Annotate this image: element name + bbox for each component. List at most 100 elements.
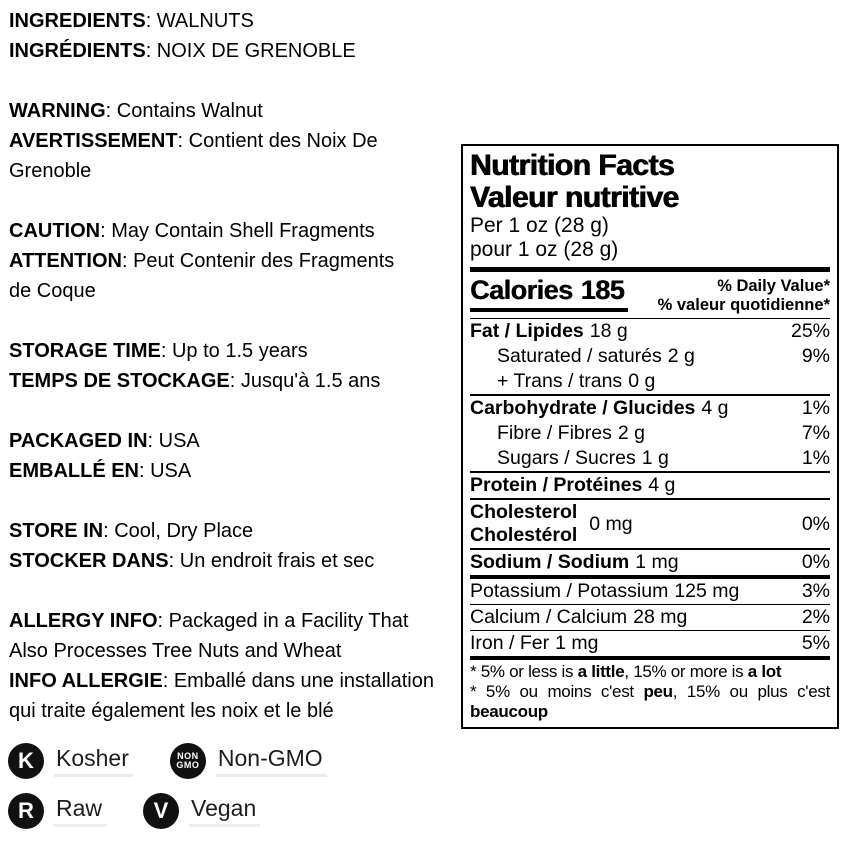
nutrient-dv: 7% xyxy=(801,422,830,444)
info-entry: EMBALLÉ EN: USA xyxy=(9,456,461,486)
info-entry: TEMPS DE STOCKAGE: Jusqu'à 1.5 ans xyxy=(9,366,461,396)
divider-thick xyxy=(470,656,830,660)
nutrient-row-fat: Fat / Lipides 18 g 25% xyxy=(470,319,830,344)
nutrient-name: Fibre / Fibres xyxy=(497,422,612,444)
footnote-fr: * 5% ou moins c'est peu, 15% ou plus c'e… xyxy=(470,682,830,722)
info-label: INGREDIENTS xyxy=(9,10,146,32)
info-label: ATTENTION xyxy=(9,250,122,272)
ingredients-section: INGREDIENTS: WALNUTS INGRÉDIENTS: NOIX D… xyxy=(9,6,461,66)
badge-row-2: R Raw V Vegan xyxy=(8,793,364,829)
vegan-icon-letter: V xyxy=(153,798,169,823)
cholesterol-name-fr: Cholestérol xyxy=(470,524,578,546)
nutrient-amount: 4 g xyxy=(648,474,676,496)
nutrition-title-en: Nutrition Facts xyxy=(470,149,675,182)
nutrient-amount: 0 g xyxy=(628,370,656,392)
nutrient-name: + Trans / trans xyxy=(497,370,623,392)
nutrient-name: Sodium / Sodium xyxy=(470,551,630,573)
divider-thin xyxy=(470,604,830,605)
nutrient-name: Iron / Fer xyxy=(470,632,550,654)
nutrient-dv: 1% xyxy=(801,447,830,469)
nutrient-name: Sugars / Sucres xyxy=(497,447,636,469)
nutrient-row-carbohydrate: Carbohydrate / Glucides 4 g 1% xyxy=(470,396,830,421)
non-gmo-icon-top: NON xyxy=(177,751,199,761)
divider-thick xyxy=(470,575,830,579)
footnote-bold: peu xyxy=(643,682,673,701)
nutrient-row-saturated: Saturated / saturés 2 g 9% xyxy=(470,344,830,369)
info-entry: STORE IN: Cool, Dry Place xyxy=(9,516,461,546)
nutrient-dv: 1% xyxy=(801,397,830,419)
calories-value: Calories 185 xyxy=(470,275,629,312)
daily-value-header: % Daily Value* % valeur quotidienne* xyxy=(658,277,830,315)
nutrient-amount: 2 g xyxy=(667,345,695,367)
product-info-column: INGREDIENTS: WALNUTS INGRÉDIENTS: NOIX D… xyxy=(9,6,461,756)
info-label: ALLERGY INFO xyxy=(9,610,158,632)
calories-number: 185 xyxy=(580,275,625,305)
nutrient-dv: 3% xyxy=(801,580,830,602)
nutrient-name: Potassium / Potassium xyxy=(470,580,669,602)
kosher-icon: K xyxy=(8,743,44,779)
info-value: : Up to 1.5 years xyxy=(160,340,308,362)
nutrient-row-iron: Iron / Fer 1 mg 5% xyxy=(470,631,830,656)
info-value: : Contient des Noix De Grenoble xyxy=(9,130,378,182)
info-entry: STOCKER DANS: Un endroit frais et sec xyxy=(9,546,461,576)
footnote-en: * 5% or less is a little, 15% or more is… xyxy=(470,662,830,682)
vegan-icon: V xyxy=(143,793,180,829)
nutrient-dv: 0% xyxy=(801,512,830,535)
info-label: STORAGE TIME xyxy=(9,340,161,362)
divider-medium xyxy=(470,548,830,550)
footnote-text: * 5% or less is xyxy=(470,662,578,681)
calories-label: Calories xyxy=(470,275,573,305)
footnote-text: * 5% ou moins c'est xyxy=(470,682,644,701)
raw-icon: R xyxy=(8,793,44,829)
nutrient-dv: 5% xyxy=(801,632,830,654)
footnote-text: , 15% or more is xyxy=(624,662,748,681)
nutrient-row-protein: Protein / Protéines 4 g xyxy=(470,473,830,498)
nutrient-name: Fat / Lipides xyxy=(470,320,584,342)
divider-medium xyxy=(470,394,830,396)
badge-raw: R Raw xyxy=(8,793,107,829)
badge-non-gmo: NON GMO Non-GMO xyxy=(169,743,327,779)
nutrient-row-potassium: Potassium / Potassium 125 mg 3% xyxy=(470,579,830,604)
info-value: : Un endroit frais et sec xyxy=(168,550,375,572)
badge-label: Kosher xyxy=(54,745,133,777)
daily-value-header-en: % Daily Value* xyxy=(717,277,830,295)
info-label: PACKAGED IN xyxy=(9,430,148,452)
nutrient-amount: 1 mg xyxy=(555,632,599,654)
info-entry: ALLERGY INFO: Packaged in a Facility Tha… xyxy=(9,606,461,666)
info-value: : Packaged in a Facility That Also Proce… xyxy=(9,610,409,662)
nutrient-amount: 18 g xyxy=(589,320,628,342)
info-value: : Peut Contenir des Fragments de Coque xyxy=(9,250,395,302)
info-entry: INFO ALLERGIE: Emballé dans une installa… xyxy=(9,666,461,726)
serving-size-fr: pour 1 oz (28 g) xyxy=(470,238,619,261)
badge-label: Raw xyxy=(54,795,107,827)
divider-medium xyxy=(470,471,830,473)
divider-thick xyxy=(470,267,830,272)
footnote-bold: beaucoup xyxy=(470,702,548,721)
info-value: : Cool, Dry Place xyxy=(103,520,254,542)
nutrient-name: Saturated / saturés xyxy=(497,345,662,367)
nutrient-row-calcium: Calcium / Calcium 28 mg 2% xyxy=(470,605,830,630)
nutrient-row-trans: + Trans / trans 0 g xyxy=(470,369,830,394)
info-entry: AVERTISSEMENT: Contient des Noix De Gren… xyxy=(9,126,461,186)
badge-label: Non-GMO xyxy=(215,745,327,777)
daily-value-footnote: * 5% or less is a little, 15% or more is… xyxy=(470,660,830,722)
raw-icon-letter: R xyxy=(18,798,34,823)
info-value: : USA xyxy=(139,460,192,482)
info-entry: WARNING: Contains Walnut xyxy=(9,96,461,126)
info-label: CAUTION xyxy=(9,220,101,242)
calories-row: Calories 185 % Daily Value* % valeur quot… xyxy=(470,274,830,318)
nutrient-name: Calcium / Calcium xyxy=(470,606,628,628)
divider-medium xyxy=(470,498,830,500)
allergy-info-section: ALLERGY INFO: Packaged in a Facility Tha… xyxy=(9,606,461,726)
non-gmo-icon-bottom: GMO xyxy=(176,760,200,770)
nutrient-amount: 2 g xyxy=(617,422,645,444)
nutrient-row-sodium: Sodium / Sodium 1 mg 0% xyxy=(470,550,830,575)
footnote-bold: a lot xyxy=(747,662,782,681)
info-label: INFO ALLERGIE xyxy=(9,670,163,692)
info-label: EMBALLÉ EN xyxy=(9,460,139,482)
info-label: TEMPS DE STOCKAGE xyxy=(9,370,230,392)
nutrient-row-sugars: Sugars / Sucres 1 g 1% xyxy=(470,446,830,471)
kosher-icon-letter: K xyxy=(18,748,34,773)
info-label: INGRÉDIENTS xyxy=(9,40,146,62)
info-value: : Contains Walnut xyxy=(105,100,263,122)
